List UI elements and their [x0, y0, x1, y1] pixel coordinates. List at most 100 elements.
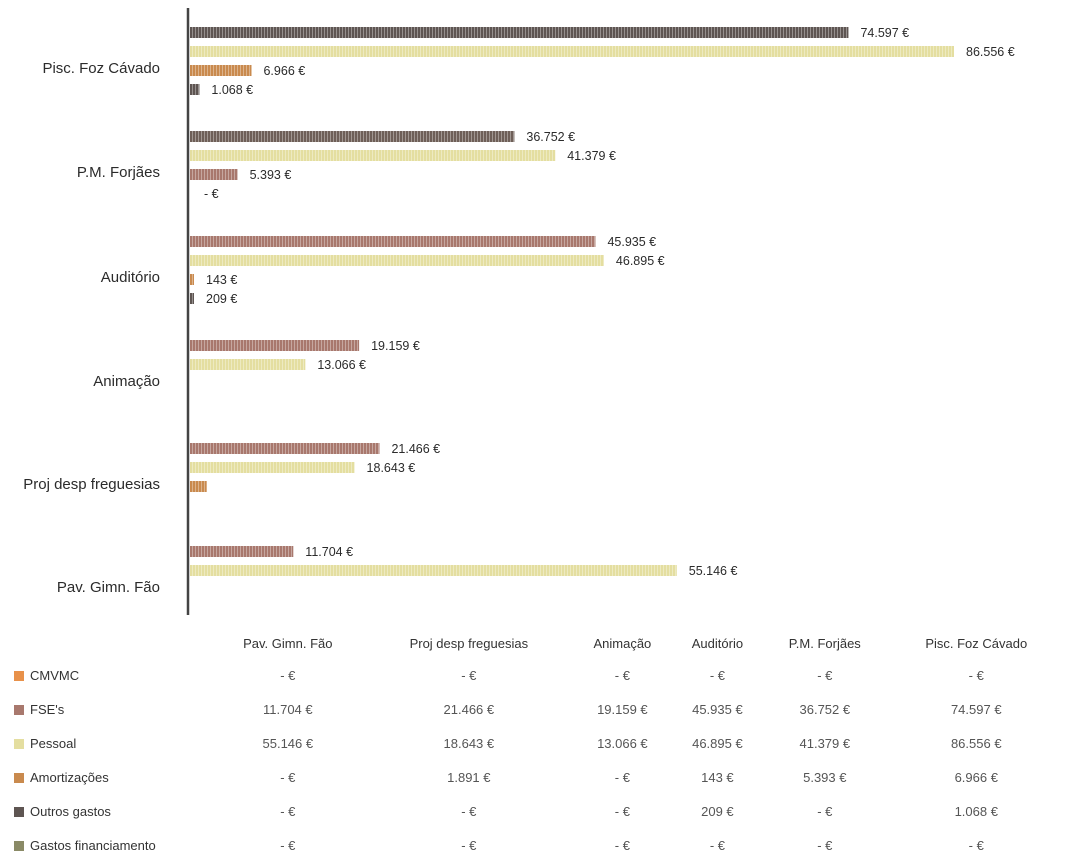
legend-label: Pessoal [30, 735, 77, 751]
column-header: Pav. Gimn. Fão [243, 635, 333, 651]
table-cell: 21.466 € [443, 701, 495, 717]
table-cell: 6.966 € [954, 769, 998, 785]
table-row: FSE's 11.704 € 21.466 € 19.159 € 45.935 € 36.… [0, 692, 1065, 726]
table-cell: 86.556 € [950, 735, 1002, 751]
bar-texture [190, 443, 380, 454]
bar-texture [190, 84, 200, 95]
data-label: 13.066 € [317, 358, 366, 372]
table-cell: 1.068 € [954, 803, 998, 819]
bar-texture [190, 340, 360, 351]
bar-texture [190, 27, 849, 38]
column-header: P.M. Forjães [788, 635, 861, 651]
table-cell: 18.643 € [443, 735, 495, 751]
bar-texture [190, 46, 954, 57]
bar-texture [190, 169, 238, 180]
table-cell: - € [280, 803, 296, 819]
bar-texture [190, 65, 252, 76]
table-cell: - € [461, 803, 477, 819]
table-cell: - € [461, 837, 477, 853]
legend-label: CMVMC [30, 667, 80, 683]
legend-label: FSE's [30, 701, 65, 717]
table-cell: - € [614, 667, 630, 683]
data-label: 46.895 € [616, 254, 665, 268]
legend-entry: Amortizações [0, 760, 210, 794]
data-label: - € [204, 187, 219, 201]
table-cell: - € [280, 837, 296, 853]
column-header: Pisc. Foz Cávado [925, 635, 1028, 651]
bar-texture [190, 481, 207, 492]
table-cell: - € [817, 837, 833, 853]
data-label: 36.752 € [526, 130, 575, 144]
bar-texture [190, 546, 294, 557]
table-cell: - € [461, 667, 477, 683]
bar-texture [190, 359, 306, 370]
table-cell: - € [968, 667, 984, 683]
data-label: 5.393 € [250, 168, 292, 182]
legend-entry: CMVMC [0, 658, 210, 692]
data-label: 11.704 € [305, 545, 353, 559]
data-label: 74.597 € [860, 26, 909, 40]
table-cell: - € [614, 837, 630, 853]
table-cell: 143 € [701, 769, 734, 785]
legend-label: Amortizações [30, 769, 109, 785]
table-cell: 45.935 € [692, 701, 743, 717]
data-table: Pav. Gimn. Fão Proj desp freguesias Anim… [0, 628, 1065, 862]
bar-texture [190, 462, 355, 473]
table-corner [0, 628, 210, 658]
table-cell: 41.379 € [799, 735, 851, 751]
legend-swatch [14, 738, 24, 749]
legend-swatch [14, 772, 24, 783]
category-label: Animação [93, 373, 160, 390]
legend-label: Outros gastos [30, 803, 111, 819]
legend-entry: Outros gastos [0, 794, 210, 828]
table-cell: - € [709, 837, 725, 853]
data-label: 45.935 € [607, 235, 656, 249]
data-label: 143 € [206, 273, 237, 287]
data-label: 209 € [206, 292, 237, 306]
table-row: Pessoal 55.146 € 18.643 € 13.066 € 46.895 € 4… [0, 726, 1065, 760]
table-cell: - € [614, 803, 630, 819]
category-label: P.M. Forjães [77, 164, 160, 181]
table-cell: - € [280, 667, 296, 683]
table-row: Amortizações - € 1.891 € - € 143 € 5.393 € 6.9… [0, 760, 1065, 794]
table-cell: - € [817, 803, 833, 819]
legend-entry: Gastos financiamento [0, 828, 210, 862]
bar-texture [190, 274, 194, 285]
data-label: 1.068 € [211, 83, 253, 97]
bar-chart: Pisc. Foz Cávado 74.597 € 86.556 € 6.966 € 1… [23, 8, 1015, 615]
legend-entry: Pessoal [0, 726, 210, 760]
table-row: Outros gastos - € - € - € 209 € - € 1.068 € [0, 794, 1065, 828]
category-label: Pav. Gimn. Fão [57, 579, 160, 596]
table-row: Gastos financiamento - € - € - € - € - € - € [0, 828, 1065, 862]
table-cell: 209 € [701, 803, 734, 819]
category-label: Proj desp freguesias [23, 476, 160, 493]
data-label: 41.379 € [567, 149, 616, 163]
data-label: 55.146 € [689, 564, 738, 578]
legend-entry: FSE's [0, 692, 210, 726]
table-cell: 5.393 € [803, 769, 847, 785]
data-label: 86.556 € [966, 45, 1015, 59]
legend-swatch [14, 806, 24, 817]
category-label: Auditório [101, 269, 160, 286]
bar-texture [190, 150, 556, 161]
table-cell: 36.752 € [799, 701, 851, 717]
bar-texture [190, 255, 604, 266]
chart-svg: Pisc. Foz Cávado 74.597 € 86.556 € 6.966 € 1… [23, 8, 1015, 615]
table-cell: 19.159 € [597, 701, 648, 717]
table-cell: 13.066 € [597, 735, 648, 751]
table-cell: - € [280, 769, 296, 785]
table-cell: 55.146 € [262, 735, 314, 751]
table-cell: 46.895 € [692, 735, 743, 751]
table-cell: - € [614, 769, 630, 785]
bar-texture [190, 131, 515, 142]
legend-swatch [14, 670, 24, 681]
table-row: CMVMC - € - € - € - € - € - € [0, 658, 1065, 692]
data-label: 18.643 € [367, 461, 416, 475]
table-cell: 11.704 € [262, 701, 313, 717]
legend-swatch [14, 704, 24, 715]
data-label: 6.966 € [263, 64, 305, 78]
column-header: Auditório [691, 635, 744, 651]
table-body: CMVMC - € - € - € - € - € - € FSE's 11.704 € 21.4… [0, 658, 1065, 862]
table-header-row: Pav. Gimn. Fão Proj desp freguesias Anim… [0, 628, 1065, 658]
table-cell: 1.891 € [447, 769, 491, 785]
